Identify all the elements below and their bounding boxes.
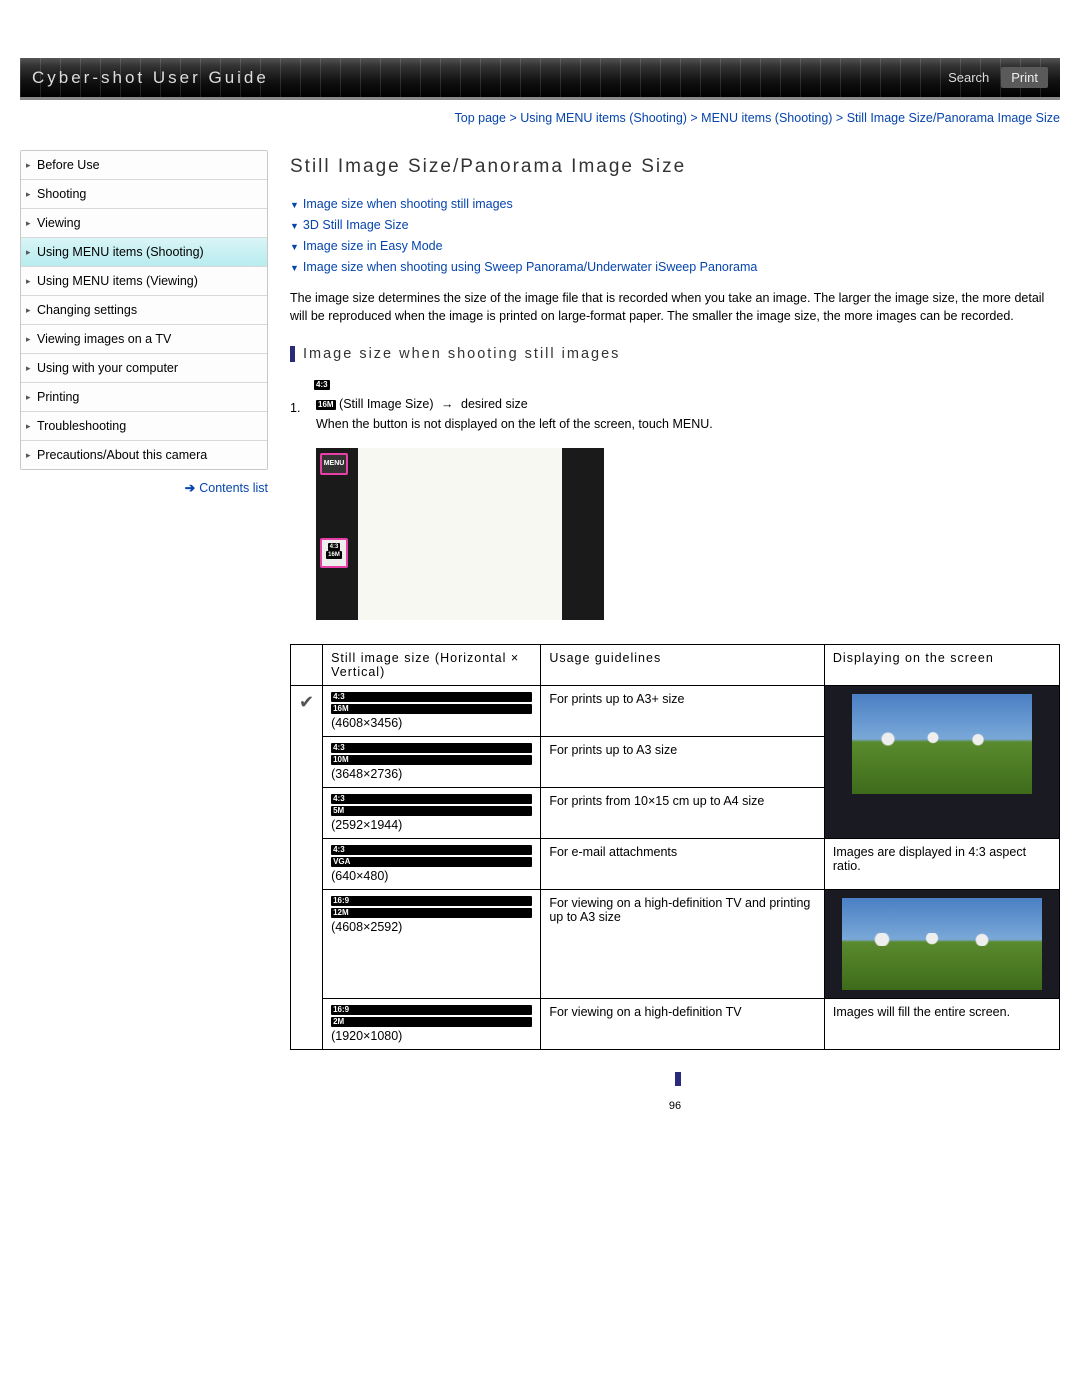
arrow-icon: ➔ xyxy=(185,481,195,495)
usage-cell: For viewing on a high-definition TV and … xyxy=(541,890,825,999)
landscape-thumb-43 xyxy=(852,694,1032,794)
sidebar: Before UseShootingViewingUsing MENU item… xyxy=(20,110,268,1112)
jump-link[interactable]: Image size when shooting using Sweep Pan… xyxy=(290,257,1060,278)
screen-caption: Images will fill the entire screen. xyxy=(824,999,1059,1050)
sidebar-item[interactable]: Shooting xyxy=(21,180,267,209)
size-cell: 4:35M (2592×1944) xyxy=(323,788,541,839)
size-cell: 4:310M (3648×2736) xyxy=(323,737,541,788)
page-marker xyxy=(675,1072,681,1086)
check-icon: ✔ xyxy=(299,692,314,712)
landscape-thumb-169 xyxy=(842,898,1042,990)
sidebar-item[interactable]: Using MENU items (Viewing) xyxy=(21,267,267,296)
menu-button-highlight: MENU xyxy=(320,453,348,475)
jump-link[interactable]: Image size in Easy Mode xyxy=(290,236,1060,257)
size-badge: 16M xyxy=(316,400,336,410)
size-cell: 16:912M (4608×2592) xyxy=(323,890,541,999)
usage-cell: For prints up to A3+ size xyxy=(541,686,825,737)
header-title: Cyber-shot User Guide xyxy=(32,68,269,88)
usage-cell: For prints up to A3 size xyxy=(541,737,825,788)
breadcrumb[interactable]: Top page > Using MENU items (Shooting) >… xyxy=(290,110,1060,128)
table-row: 4:3VGA (640×480)For e-mail attachmentsIm… xyxy=(291,839,1060,890)
arrow-right-icon: → xyxy=(441,397,454,411)
image-size-table: Still image size (Horizontal × Vertical)… xyxy=(290,644,1060,1050)
size-cell: 4:316M (4608×3456) xyxy=(323,686,541,737)
header: Cyber-shot User Guide Search Print xyxy=(20,58,1060,100)
sidebar-item[interactable]: Viewing xyxy=(21,209,267,238)
jump-link[interactable]: Image size when shooting still images xyxy=(290,194,1060,215)
table-row: 16:92M (1920×1080)For viewing on a high-… xyxy=(291,999,1060,1050)
camera-screen-illustration: MENU 4:3 16M xyxy=(316,448,604,620)
section-heading: Image size when shooting still images xyxy=(290,346,1060,362)
check-header xyxy=(291,645,323,686)
step-note: When the button is not displayed on the … xyxy=(316,417,713,431)
step-1: 4:3 1. 16M (Still Image Size) → desired … xyxy=(290,374,1060,434)
sidebar-item[interactable]: Troubleshooting xyxy=(21,412,267,441)
col-usage: Usage guidelines xyxy=(541,645,825,686)
table-row: ✔ 4:316M (4608×3456)For prints up to A3+ … xyxy=(291,686,1060,737)
sidebar-item[interactable]: Changing settings xyxy=(21,296,267,325)
page-title: Still Image Size/Panorama Image Size xyxy=(290,156,1060,178)
step-label: (Still Image Size) xyxy=(339,397,433,411)
size-cell: 16:92M (1920×1080) xyxy=(323,999,541,1050)
col-screen: Displaying on the screen xyxy=(824,645,1059,686)
step-number: 1. xyxy=(290,398,300,418)
aspect-badge: 4:3 xyxy=(314,380,330,390)
contents-list-link[interactable]: ➔Contents list xyxy=(20,480,268,495)
intro-paragraph: The image size determines the size of th… xyxy=(290,289,1060,327)
desired-size: desired size xyxy=(461,397,528,411)
col-size: Still image size (Horizontal × Vertical) xyxy=(323,645,541,686)
size-button-highlight: 4:3 16M xyxy=(320,538,348,568)
sidebar-list: Before UseShootingViewingUsing MENU item… xyxy=(20,150,268,470)
sidebar-item[interactable]: Using with your computer xyxy=(21,354,267,383)
table-row: 16:912M (4608×2592)For viewing on a high… xyxy=(291,890,1060,999)
print-button[interactable]: Print xyxy=(1001,67,1048,88)
main-content: Top page > Using MENU items (Shooting) >… xyxy=(268,110,1060,1112)
sidebar-item[interactable]: Printing xyxy=(21,383,267,412)
screen-caption: Images are displayed in 4:3 aspect ratio… xyxy=(824,839,1059,890)
sidebar-item[interactable]: Precautions/About this camera xyxy=(21,441,267,469)
search-link[interactable]: Search xyxy=(948,70,989,85)
sidebar-item[interactable]: Using MENU items (Shooting) xyxy=(21,238,267,267)
sidebar-item[interactable]: Before Use xyxy=(21,151,267,180)
sidebar-item[interactable]: Viewing images on a TV xyxy=(21,325,267,354)
page-number: 96 xyxy=(290,1100,1060,1112)
usage-cell: For viewing on a high-definition TV xyxy=(541,999,825,1050)
jump-link[interactable]: 3D Still Image Size xyxy=(290,215,1060,236)
usage-cell: For prints from 10×15 cm up to A4 size xyxy=(541,788,825,839)
size-cell: 4:3VGA (640×480) xyxy=(323,839,541,890)
usage-cell: For e-mail attachments xyxy=(541,839,825,890)
jump-links: Image size when shooting still images3D … xyxy=(290,194,1060,279)
